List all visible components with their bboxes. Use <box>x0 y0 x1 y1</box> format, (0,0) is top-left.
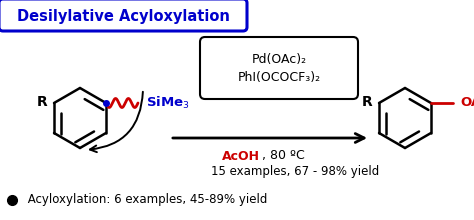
Text: R: R <box>362 95 373 109</box>
Text: R: R <box>36 95 47 109</box>
Text: OAc: OAc <box>460 97 474 110</box>
Text: PhI(OCOCF₃)₂: PhI(OCOCF₃)₂ <box>237 72 320 84</box>
FancyBboxPatch shape <box>0 0 247 31</box>
Text: SiMe$_3$: SiMe$_3$ <box>146 95 190 111</box>
FancyBboxPatch shape <box>200 37 358 99</box>
Text: AcOH: AcOH <box>222 150 260 163</box>
Text: , 80 ºC: , 80 ºC <box>262 150 305 163</box>
Text: Acyloxylation: 6 examples, 45-89% yield: Acyloxylation: 6 examples, 45-89% yield <box>24 194 267 207</box>
Text: 15 examples, 67 - 98% yield: 15 examples, 67 - 98% yield <box>211 165 379 178</box>
Text: Desilylative Acyloxylation: Desilylative Acyloxylation <box>17 9 229 24</box>
Text: Pd(OAc)₂: Pd(OAc)₂ <box>251 53 307 66</box>
